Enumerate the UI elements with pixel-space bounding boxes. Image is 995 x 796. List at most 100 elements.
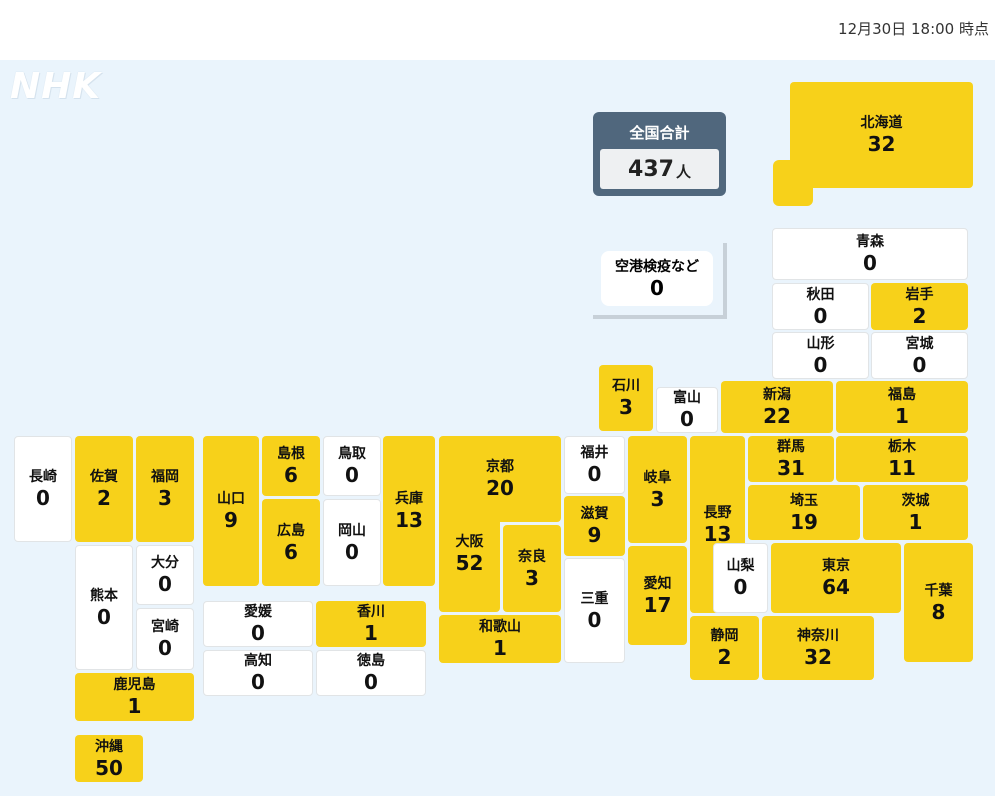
prefecture-name: 高知 — [244, 653, 272, 669]
prefecture-tile-fukui[interactable]: 福井 0 — [564, 436, 625, 494]
national-total-label: 全国合計 — [629, 124, 690, 142]
prefecture-tile-tokushima[interactable]: 徳島 0 — [316, 650, 426, 696]
prefecture-tile-kanagawa[interactable]: 神奈川 32 — [762, 616, 874, 680]
prefecture-count: 0 — [97, 604, 111, 629]
prefecture-tile-yamaguchi[interactable]: 山口 9 — [203, 436, 259, 586]
prefecture-count: 1 — [895, 404, 909, 428]
prefecture-count: 13 — [703, 521, 732, 546]
prefecture-tile-tottori[interactable]: 鳥取 0 — [323, 436, 381, 496]
prefecture-name: 宮城 — [905, 335, 934, 352]
prefecture-name: 京都 — [486, 459, 514, 475]
prefecture-name: 沖縄 — [95, 738, 123, 755]
prefecture-tile-shimane[interactable]: 島根 6 — [262, 436, 320, 496]
prefecture-tile-kagawa[interactable]: 香川 1 — [316, 601, 426, 647]
prefecture-tile-oita[interactable]: 大分 0 — [136, 545, 194, 605]
update-timestamp: 12月30日 18:00 時点 — [838, 20, 989, 38]
prefecture-tile-akita[interactable]: 秋田 0 — [772, 283, 869, 330]
airport-quarantine-value: 0 — [650, 275, 664, 300]
prefecture-count: 50 — [95, 755, 123, 780]
national-total-value: 437 — [628, 156, 674, 182]
prefecture-name: 福島 — [888, 387, 916, 403]
prefecture-name: 岐阜 — [643, 469, 672, 486]
airport-quarantine-name: 空港検疫など — [615, 258, 699, 275]
prefecture-name: 三重 — [580, 590, 609, 607]
prefecture-tile-yamagata[interactable]: 山形 0 — [772, 332, 869, 379]
prefecture-count: 2 — [97, 486, 111, 510]
prefecture-name: 群馬 — [777, 439, 805, 455]
prefecture-tile-ehime[interactable]: 愛媛 0 — [203, 601, 313, 647]
prefecture-tile-okayama[interactable]: 岡山 0 — [323, 499, 381, 586]
prefecture-count: 0 — [587, 462, 602, 486]
prefecture-tile-saga[interactable]: 佐賀 2 — [75, 436, 133, 542]
prefecture-count: 0 — [158, 636, 172, 660]
prefecture-count: 0 — [251, 670, 265, 694]
prefecture-count: 3 — [650, 486, 665, 511]
prefecture-name: 青森 — [856, 234, 884, 250]
prefecture-count: 0 — [912, 352, 927, 377]
top-bar: 12月30日 18:00 時点 — [0, 0, 995, 60]
prefecture-tile-toyama[interactable]: 富山 0 — [656, 387, 718, 433]
prefecture-tile-fukushima[interactable]: 福島 1 — [836, 381, 968, 433]
prefecture-count: 6 — [284, 539, 298, 564]
national-total-box: 437 人 — [600, 149, 719, 189]
prefecture-tile-mie[interactable]: 三重 0 — [564, 558, 625, 663]
prefecture-count: 0 — [345, 539, 359, 564]
prefecture-tile-chiba[interactable]: 千葉 8 — [904, 543, 973, 662]
prefecture-name: 新潟 — [763, 387, 791, 403]
prefecture-tile-miyagi[interactable]: 宮城 0 — [871, 332, 968, 379]
airport-quarantine-tile[interactable]: 空港検疫など 0 — [601, 251, 713, 306]
prefecture-tile-nara[interactable]: 奈良 3 — [503, 525, 561, 612]
prefecture-name: 愛知 — [643, 575, 672, 592]
prefecture-tile-niigata[interactable]: 新潟 22 — [721, 381, 833, 433]
prefecture-name: 北海道 — [860, 115, 903, 131]
national-total-panel: 全国合計 437 人 — [593, 112, 726, 196]
prefecture-tile-shizuoka[interactable]: 静岡 2 — [690, 616, 759, 680]
prefecture-tile-tokyo[interactable]: 東京 64 — [771, 543, 901, 613]
prefecture-name: 山口 — [217, 491, 245, 507]
prefecture-tile-ishikawa[interactable]: 石川 3 — [599, 365, 653, 431]
prefecture-tile-aichi[interactable]: 愛知 17 — [628, 546, 687, 645]
prefecture-tile-kagoshima[interactable]: 鹿児島 1 — [75, 673, 194, 721]
prefecture-name: 愛媛 — [244, 604, 272, 620]
prefecture-count: 1 — [364, 621, 378, 645]
prefecture-name: 兵庫 — [395, 491, 423, 507]
nhk-logo: NHK — [10, 66, 102, 107]
prefecture-tile-aomori[interactable]: 青森 0 — [772, 228, 968, 280]
prefecture-tile-saitama[interactable]: 埼玉 19 — [748, 485, 860, 540]
prefecture-count: 8 — [931, 599, 946, 624]
prefecture-count: 2 — [912, 303, 927, 328]
prefecture-tile-nagasaki[interactable]: 長崎 0 — [14, 436, 72, 542]
prefecture-tile-wakayama[interactable]: 和歌山 1 — [439, 615, 561, 663]
prefecture-tile-fukuoka[interactable]: 福岡 3 — [136, 436, 194, 542]
prefecture-tile-gunma[interactable]: 群馬 31 — [748, 436, 834, 482]
prefecture-count: 0 — [587, 607, 602, 632]
prefecture-name: 熊本 — [90, 587, 118, 604]
prefecture-tile-iwate[interactable]: 岩手 2 — [871, 283, 968, 330]
prefecture-count: 17 — [643, 592, 672, 617]
prefecture-name: 佐賀 — [90, 469, 118, 485]
prefecture-tile-kumamoto[interactable]: 熊本 0 — [75, 545, 133, 670]
prefecture-tile-osaka[interactable]: 大阪 52 — [439, 496, 500, 612]
prefecture-tile-yamanashi[interactable]: 山梨 0 — [713, 543, 768, 613]
prefecture-name: 東京 — [822, 558, 850, 574]
prefecture-name: 和歌山 — [479, 619, 521, 635]
prefecture-tile-ibaraki[interactable]: 茨城 1 — [863, 485, 968, 540]
prefecture-tile-kochi[interactable]: 高知 0 — [203, 650, 313, 696]
prefecture-tile-okinawa[interactable]: 沖縄 50 — [75, 735, 143, 782]
prefecture-name: 富山 — [673, 390, 701, 406]
prefecture-count: 3 — [619, 395, 633, 419]
prefecture-name: 鹿児島 — [113, 677, 156, 693]
prefecture-name: 福井 — [580, 445, 609, 461]
prefecture-tile-hokkaido[interactable]: 北海道 32 — [790, 82, 973, 188]
prefecture-count: 0 — [158, 572, 172, 596]
prefecture-tile-tochigi[interactable]: 栃木 11 — [836, 436, 968, 482]
prefecture-count: 32 — [867, 132, 896, 156]
prefecture-tile-shiga[interactable]: 滋賀 9 — [564, 496, 625, 556]
prefecture-tile-hyogo[interactable]: 兵庫 13 — [383, 436, 435, 586]
prefecture-count: 64 — [822, 575, 850, 599]
prefecture-name: 石川 — [612, 378, 640, 394]
prefecture-tile-hiroshima[interactable]: 広島 6 — [262, 499, 320, 586]
prefecture-name: 徳島 — [357, 653, 385, 669]
prefecture-tile-miyazaki[interactable]: 宮崎 0 — [136, 608, 194, 670]
prefecture-tile-gifu[interactable]: 岐阜 3 — [628, 436, 687, 543]
